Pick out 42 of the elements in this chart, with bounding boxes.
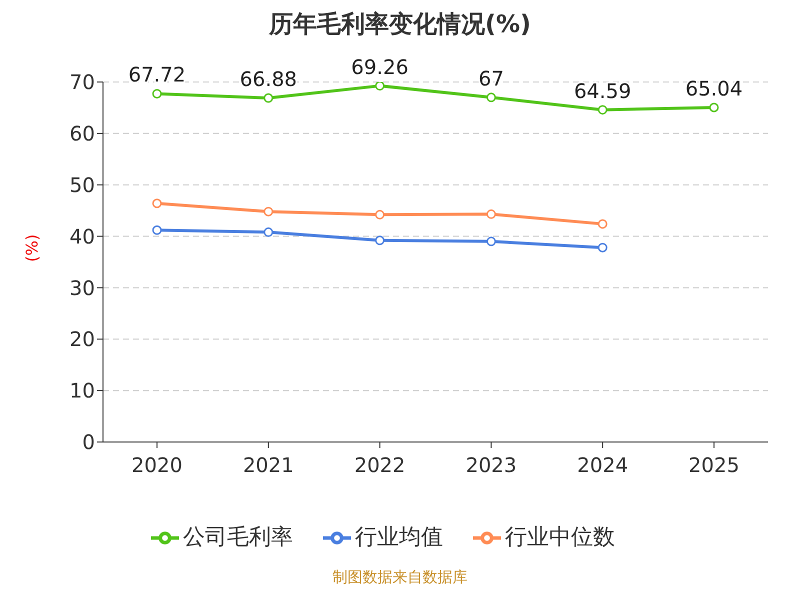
y-tick-label: 30 [70, 276, 95, 300]
x-tick-label: 2020 [132, 453, 182, 478]
data-label: 67.72 [128, 62, 186, 87]
data-label: 64.59 [574, 78, 632, 103]
point [486, 236, 496, 246]
y-tick-label: 20 [70, 327, 95, 352]
data-label: 67 [478, 66, 504, 90]
point [264, 93, 274, 103]
x-tick-label: 2023 [466, 453, 517, 478]
point [375, 82, 385, 91]
point [375, 236, 385, 246]
point [152, 225, 162, 235]
point [486, 92, 496, 102]
point [152, 198, 162, 208]
point [598, 242, 608, 252]
point [375, 210, 385, 220]
y-tick-label: 40 [70, 224, 95, 248]
point [152, 88, 162, 98]
x-tick-label: 2024 [577, 453, 628, 478]
point [598, 105, 608, 115]
y-tick-label: 50 [70, 172, 95, 197]
point [709, 102, 719, 112]
point [486, 209, 496, 219]
text: 制图数据来自数据库 [332, 568, 468, 587]
data-label: 65.04 [685, 76, 743, 101]
y-tick-label: 60 [70, 122, 95, 146]
point [264, 206, 274, 216]
x-tick-label: 2022 [354, 453, 406, 478]
legend-label: 行业中位数 [505, 525, 615, 550]
x-tick-label: 2025 [688, 453, 740, 478]
data-label: 66.88 [240, 67, 298, 92]
y-tick-label: 10 [70, 378, 95, 403]
y-tick-label: 70 [70, 70, 95, 94]
data-label: 69.26 [351, 54, 408, 79]
point [598, 219, 608, 229]
chart-title: 历年毛利率变化情况(%) [268, 9, 532, 40]
y-tick-label: 0 [82, 430, 95, 454]
x-tick-label: 2021 [242, 453, 294, 478]
point [264, 227, 274, 237]
y-axis-title: (%) [22, 234, 42, 262]
legend-label: 行业均值 [355, 525, 443, 550]
legend-label: 公司毛利率 [183, 525, 293, 550]
